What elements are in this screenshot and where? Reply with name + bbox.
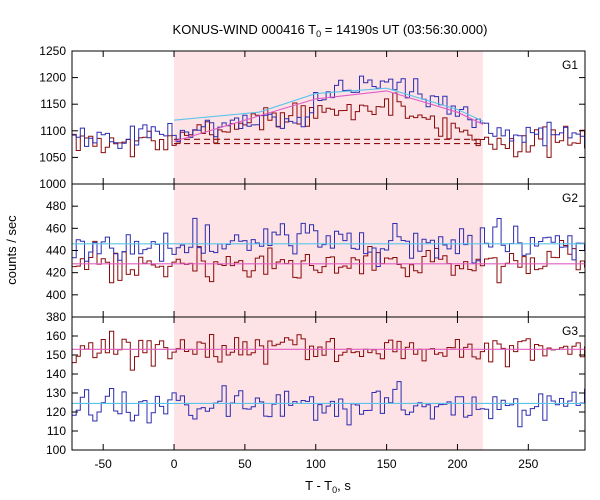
y-tick-label-g2: 460 bbox=[46, 221, 66, 235]
chart-title-prefix: KONUS-WIND 000416 T bbox=[173, 22, 317, 37]
y-tick-label-g1: 1100 bbox=[40, 124, 66, 138]
y-tick-label-g1: 1200 bbox=[39, 71, 66, 85]
y-tick-label-g3: 140 bbox=[46, 367, 66, 381]
panel-label-g3: G3 bbox=[562, 324, 578, 338]
blue-series-g2 bbox=[72, 217, 585, 267]
panel-g3-frame bbox=[71, 316, 586, 451]
blue-series-g1 bbox=[72, 75, 585, 149]
x-tick-label: 50 bbox=[238, 457, 252, 471]
chart-title-suffix: = 14190s UT (03:56:30.000) bbox=[321, 22, 487, 37]
y-tick-label-g3: 120 bbox=[46, 405, 66, 419]
y-tick-label-g3: 160 bbox=[46, 329, 66, 343]
y-tick-label-g1: 1000 bbox=[39, 177, 66, 191]
chart-title: KONUS-WIND 000416 T0 = 14190s UT (03:56:… bbox=[173, 22, 488, 39]
panel-g1: 1000 1050 1100 1150 1200 1250 G1 bbox=[39, 44, 586, 191]
panel-g2: 380 400 420 440 460 480 G2 bbox=[46, 183, 586, 324]
x-axis-label: T - T0, s bbox=[305, 478, 351, 495]
y-tick-label-g2: 480 bbox=[46, 199, 66, 213]
y-tick-label-g3: 150 bbox=[46, 348, 66, 362]
y-tick-label-g1: 1150 bbox=[40, 97, 66, 111]
x-tick-label: 250 bbox=[518, 457, 538, 471]
shaded-interval-g2 bbox=[174, 184, 483, 317]
x-tick-label: -50 bbox=[95, 457, 113, 471]
panel-g3-series bbox=[72, 330, 585, 428]
x-axis-label-prefix: T - T bbox=[305, 478, 332, 493]
blue-series-g3 bbox=[72, 381, 585, 428]
x-axis-label-suffix: , s bbox=[337, 478, 351, 493]
y-tick-label-g2: 400 bbox=[46, 288, 66, 302]
shaded-interval-g1 bbox=[174, 51, 483, 184]
x-axis-label-subscript: 0 bbox=[332, 485, 337, 495]
y-tick-label-g2: 440 bbox=[46, 244, 66, 258]
x-tick-label: 0 bbox=[171, 457, 178, 471]
fit-line-g1-0 bbox=[173, 90, 484, 142]
x-tick-label: 200 bbox=[447, 457, 467, 471]
red-series-g3 bbox=[72, 330, 585, 371]
panel-g2-series bbox=[72, 217, 585, 284]
red-series-g1 bbox=[72, 92, 585, 158]
shaded-interval-g3 bbox=[174, 317, 483, 450]
x-tick-label: 150 bbox=[377, 457, 397, 471]
y-tick-label-g2: 420 bbox=[46, 266, 66, 280]
y-tick-label-g3: 110 bbox=[47, 424, 66, 438]
panel-label-g2: G2 bbox=[562, 191, 578, 205]
x-tick-label: 100 bbox=[306, 457, 326, 471]
panel-g3: 100 110 120 130 140 150 160 G3 bbox=[46, 316, 586, 457]
y-tick-label-g3: 100 bbox=[46, 443, 66, 457]
panel-g1-ticks: 1000 1050 1100 1150 1200 1250 bbox=[39, 44, 585, 191]
panel-g1-series bbox=[72, 75, 585, 158]
x-axis-ticks: -50 0 50 100 150 200 250 bbox=[95, 457, 539, 471]
panel-g3-ticks: 100 110 120 130 140 150 160 bbox=[46, 317, 585, 457]
y-tick-label-g2: 380 bbox=[46, 310, 66, 324]
y-axis-label: counts / sec bbox=[4, 215, 19, 285]
chart-title-subscript: 0 bbox=[316, 29, 321, 39]
red-series-g2 bbox=[72, 240, 585, 284]
fit-line-g1-1 bbox=[173, 87, 484, 122]
y-tick-label-g3: 130 bbox=[46, 386, 66, 400]
panel-g2-ticks: 380 400 420 440 460 480 bbox=[46, 184, 585, 324]
y-tick-label-g1: 1050 bbox=[39, 150, 66, 164]
panel-label-g1: G1 bbox=[562, 58, 578, 72]
y-tick-label-g1: 1250 bbox=[39, 44, 66, 58]
